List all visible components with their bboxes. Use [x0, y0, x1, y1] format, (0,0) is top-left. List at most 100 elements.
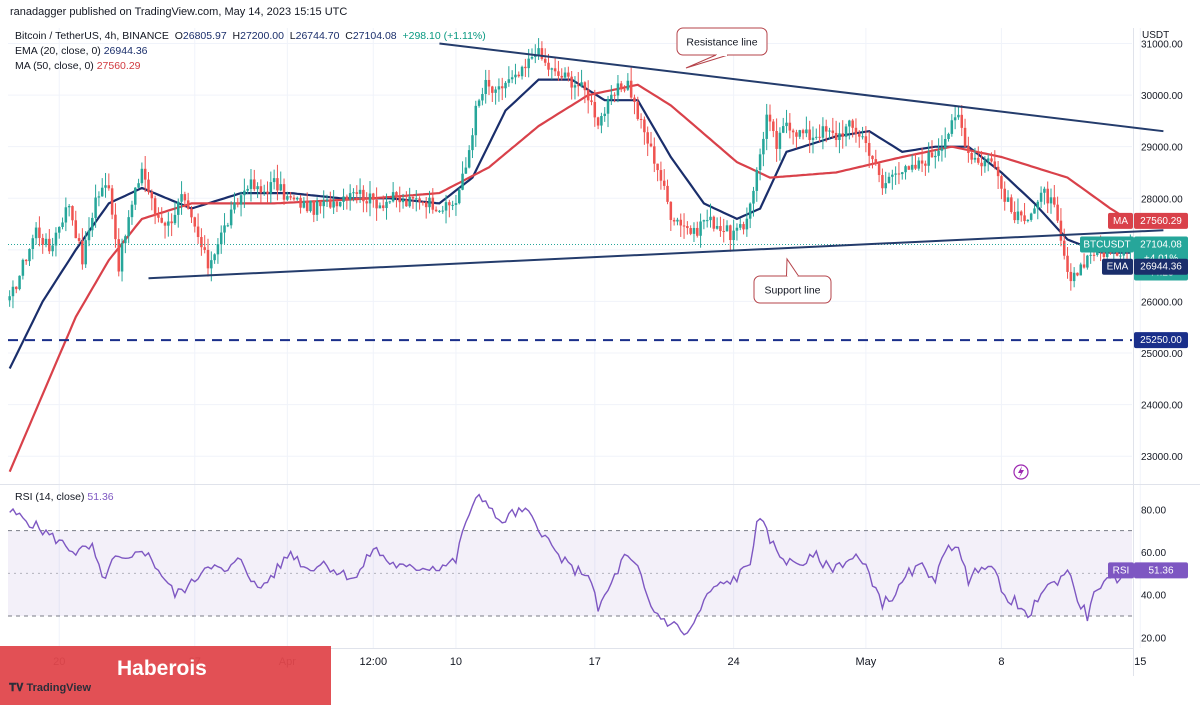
- candle-up: [1043, 188, 1046, 193]
- candle-down: [160, 217, 163, 223]
- symbol-name[interactable]: Bitcoin / TetherUS, 4h, BINANCE: [15, 30, 169, 42]
- rsi-tick-label: 80.00: [1141, 505, 1166, 516]
- candle-down: [372, 193, 375, 200]
- ema-badge-left-text: EMA: [1107, 262, 1129, 273]
- ticker-badge-bg: [1080, 236, 1134, 253]
- candle-down: [143, 168, 147, 180]
- price-tick-label: 30000.00: [1141, 91, 1183, 102]
- candle-up: [477, 100, 481, 106]
- candle-down: [276, 178, 279, 191]
- ticker-badge-text: BTCUSDT: [1083, 239, 1130, 250]
- support-trendline[interactable]: [148, 229, 1164, 280]
- support-callout[interactable]: Support line: [753, 257, 832, 304]
- candle-down: [253, 179, 256, 190]
- candle-up: [947, 133, 950, 139]
- candle-up: [1105, 251, 1109, 258]
- candle-up: [626, 80, 630, 90]
- ma-legend-value: 27560.29: [96, 60, 141, 72]
- candle-down: [560, 75, 563, 78]
- candle-up: [1072, 272, 1076, 282]
- candle-down: [567, 72, 570, 77]
- candle-up: [61, 222, 64, 227]
- candle-up: [758, 154, 762, 171]
- candle-down: [788, 122, 792, 131]
- resistance-callout[interactable]: Resistance line: [676, 27, 768, 69]
- high-value: 27200.00: [240, 30, 284, 42]
- candle-down: [71, 206, 74, 221]
- candle-up: [676, 219, 679, 222]
- candle-down: [305, 200, 309, 212]
- candle-up: [315, 200, 319, 215]
- currency-label: USDT: [1142, 30, 1170, 41]
- candle-down: [196, 226, 200, 238]
- rsi-line[interactable]: [9, 493, 1131, 636]
- candle-up: [21, 259, 25, 276]
- ma-badge-left-bg: [1108, 212, 1133, 229]
- candle-down: [375, 199, 378, 209]
- candle-down: [963, 127, 967, 147]
- candle-down: [791, 130, 795, 133]
- candle-down: [1046, 188, 1049, 204]
- candle-up: [213, 254, 216, 261]
- rsi-legend[interactable]: RSI (14, close) 51.36: [15, 491, 114, 503]
- candle-up: [957, 114, 960, 118]
- ma-line[interactable]: [8, 83, 1131, 473]
- candle-down: [619, 83, 623, 90]
- high-label: H: [232, 30, 241, 42]
- candle-down: [500, 86, 504, 89]
- candle-up: [1036, 201, 1040, 209]
- candle-down: [824, 126, 828, 132]
- resistance-trendline[interactable]: [439, 42, 1164, 133]
- support-callout-pointer: [786, 257, 799, 277]
- candle-up: [467, 150, 471, 168]
- candle-up: [249, 179, 253, 189]
- rsi-value-badge-text: 51.36: [1148, 565, 1173, 576]
- rsi-value-badge: 51.36: [1134, 562, 1188, 579]
- candle-down: [398, 196, 402, 203]
- candle-up: [451, 204, 454, 206]
- ema-legend[interactable]: EMA (20, close, 0) 26944.36: [15, 45, 148, 57]
- rsi-tick-label: 20.00: [1141, 633, 1166, 644]
- candle-up: [504, 82, 507, 89]
- candle-down: [448, 202, 451, 206]
- tradingview-logo[interactable]: 𝐓𝐕 TradingView: [9, 682, 91, 695]
- ma-price-badge: 27560.29: [1134, 212, 1188, 229]
- candle-up: [325, 199, 329, 201]
- candle-up: [1079, 264, 1083, 276]
- candle-down: [775, 131, 778, 149]
- rsi-badge-left: RSI: [1108, 562, 1134, 579]
- candle-up: [408, 197, 411, 207]
- candle-down: [653, 146, 656, 164]
- candle-down: [170, 221, 173, 224]
- candle-down: [960, 114, 964, 128]
- candle-up: [600, 116, 603, 126]
- candle-up: [18, 275, 21, 290]
- lightning-icon[interactable]: [1013, 464, 1029, 480]
- low-value: 26744.70: [295, 30, 340, 42]
- candle-down: [553, 68, 557, 72]
- candle-up: [838, 133, 841, 141]
- candle-up: [256, 186, 259, 190]
- candle-up: [388, 201, 392, 203]
- candle-up: [176, 201, 180, 215]
- ma-legend[interactable]: MA (50, close, 0) 27560.29: [15, 60, 141, 72]
- candle-down: [672, 219, 676, 222]
- candle-down: [646, 132, 649, 144]
- candle-down: [818, 136, 821, 138]
- candle-down: [1092, 254, 1096, 256]
- ema-line[interactable]: [8, 78, 1131, 369]
- candle-down: [596, 117, 600, 126]
- candle-up: [352, 192, 355, 194]
- candle-up: [507, 79, 511, 83]
- candle-down: [557, 71, 560, 76]
- candle-up: [785, 122, 788, 127]
- candle-down: [590, 100, 593, 102]
- candle-down: [312, 200, 316, 215]
- candle-up: [732, 230, 735, 241]
- candle-down: [15, 286, 18, 290]
- brand-banner: [0, 646, 331, 705]
- candle-up: [338, 201, 342, 207]
- rsi-badge-left-text: RSI: [1113, 565, 1130, 576]
- candle-up: [1006, 197, 1010, 202]
